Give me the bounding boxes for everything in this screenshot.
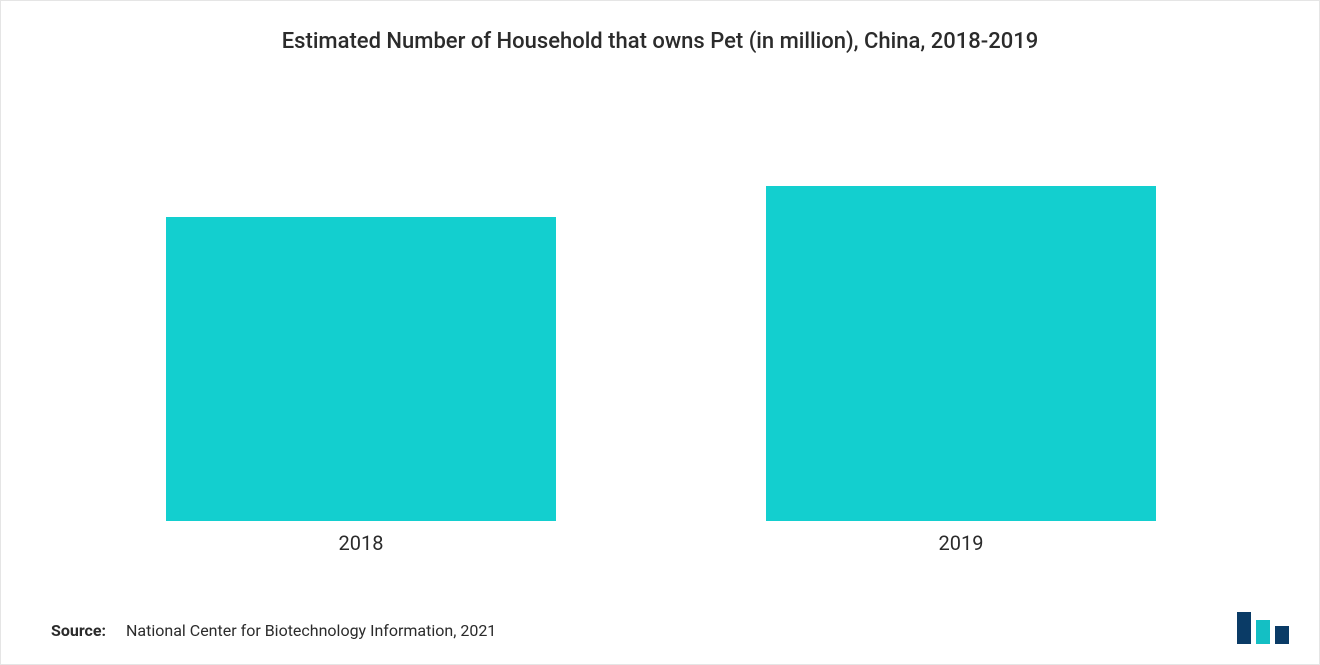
plot-area: 2018 2019 bbox=[61, 86, 1259, 521]
chart-container: Estimated Number of Household that owns … bbox=[0, 0, 1320, 665]
x-axis-label: 2019 bbox=[766, 531, 1156, 555]
chart-title: Estimated Number of Household that owns … bbox=[1, 1, 1319, 64]
bar: 2019 bbox=[766, 186, 1156, 521]
logo-bar bbox=[1237, 612, 1251, 644]
brand-logo-icon bbox=[1237, 612, 1289, 644]
bar: 2018 bbox=[166, 217, 556, 522]
logo-bar bbox=[1256, 620, 1270, 644]
source-line: Source: National Center for Biotechnolog… bbox=[51, 621, 496, 640]
source-label: Source: bbox=[51, 621, 106, 640]
x-axis-label: 2018 bbox=[166, 531, 556, 555]
source-text: National Center for Biotechnology Inform… bbox=[126, 621, 496, 640]
logo-bar bbox=[1275, 626, 1289, 644]
